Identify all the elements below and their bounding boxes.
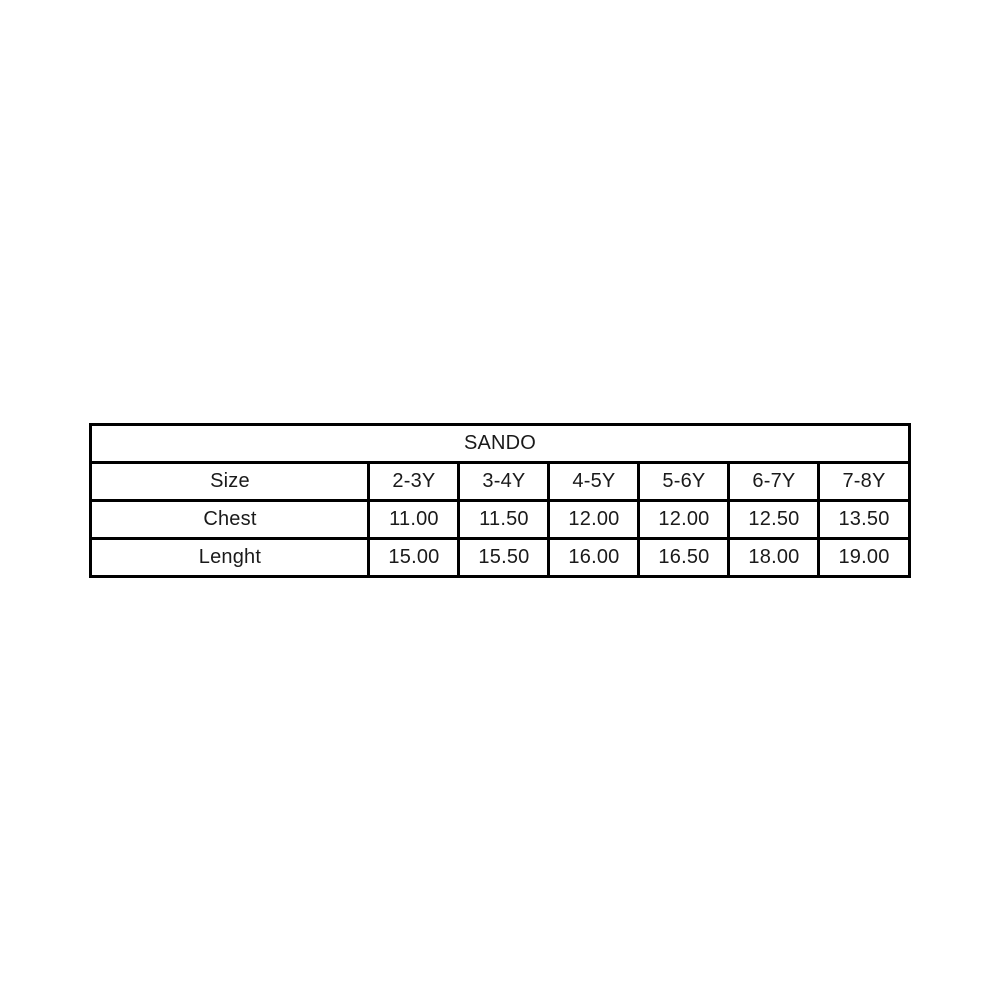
size-chart-table: SANDO Size 2-3Y 3-4Y 4-5Y 5-6Y 6-7Y 7-8Y… [89,422,911,578]
row-label-size: Size [89,460,371,502]
table-cell: 13.50 [817,498,911,540]
column-header-5-6y: 5-6Y [637,460,731,502]
table-cell: 18.00 [727,536,821,578]
table-cell: 16.00 [547,536,641,578]
table-cell: 12.50 [727,498,821,540]
table-cell: 12.00 [547,498,641,540]
table-cell: 12.00 [637,498,731,540]
table-cell: 15.50 [457,536,551,578]
column-header-6-7y: 6-7Y [727,460,821,502]
table-cell: 19.00 [817,536,911,578]
table-cell: 11.50 [457,498,551,540]
table-title-row: SANDO [89,422,911,464]
table-header-row: Size 2-3Y 3-4Y 4-5Y 5-6Y 6-7Y 7-8Y [89,460,911,502]
column-header-4-5y: 4-5Y [547,460,641,502]
column-header-3-4y: 3-4Y [457,460,551,502]
table-cell: 16.50 [637,536,731,578]
table-row-length: Lenght 15.00 15.50 16.00 16.50 18.00 19.… [89,536,911,578]
table-cell: 15.00 [367,536,461,578]
column-header-2-3y: 2-3Y [367,460,461,502]
row-label-length: Lenght [89,536,371,578]
row-label-chest: Chest [89,498,371,540]
table-cell: 11.00 [367,498,461,540]
column-header-7-8y: 7-8Y [817,460,911,502]
table-title: SANDO [89,422,911,464]
table-row-chest: Chest 11.00 11.50 12.00 12.00 12.50 13.5… [89,498,911,540]
